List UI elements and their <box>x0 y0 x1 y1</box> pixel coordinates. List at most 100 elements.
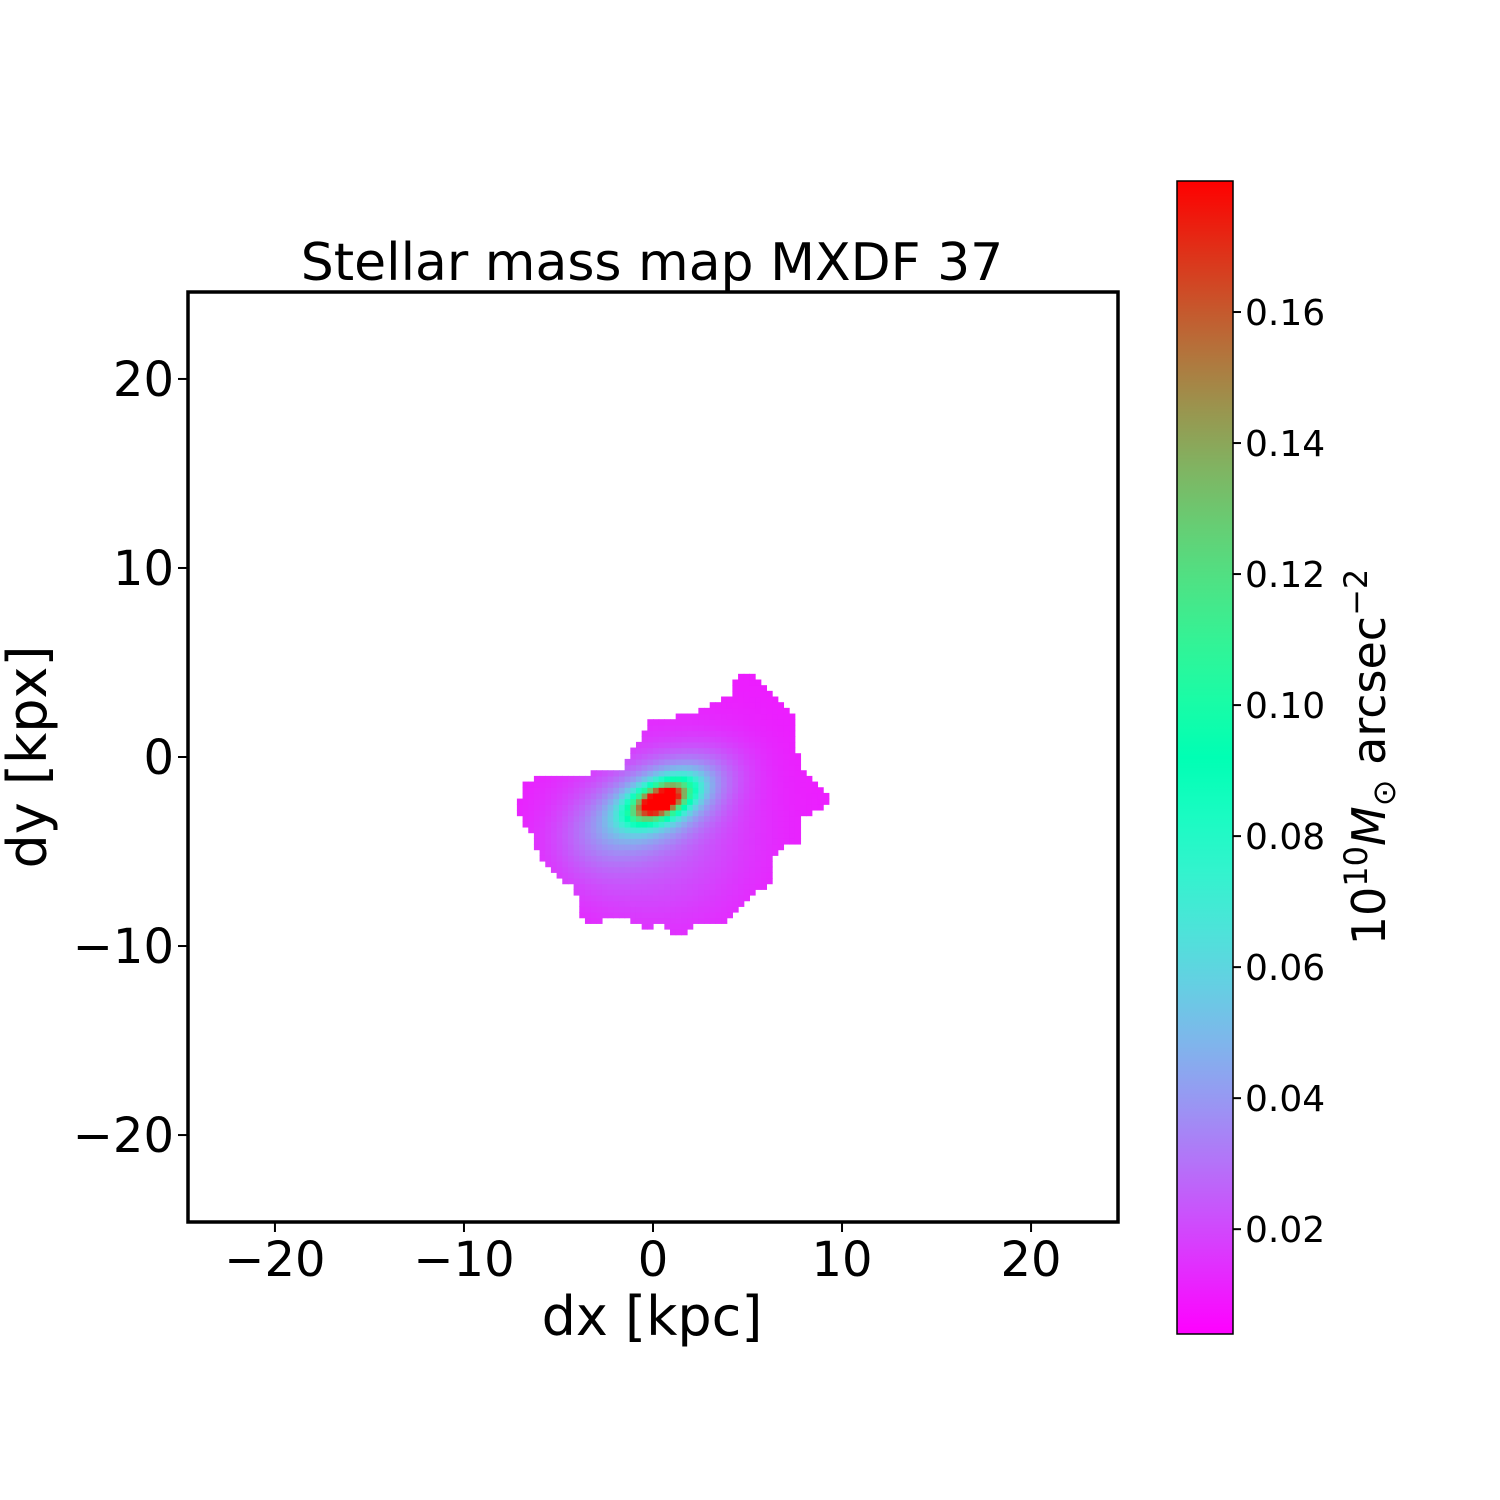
heatmap-cell <box>647 855 654 862</box>
heatmap-cell <box>675 798 682 805</box>
heatmap-cell <box>738 866 745 873</box>
heatmap-cell <box>783 719 790 726</box>
heatmap-cell <box>528 792 535 800</box>
heatmap-cell <box>704 809 711 817</box>
heatmap-cell <box>601 912 609 919</box>
heatmap-cell <box>743 860 751 868</box>
heatmap-cell <box>766 832 773 839</box>
heatmap-cell <box>709 855 716 862</box>
heatmap-cell <box>522 787 529 794</box>
heatmap-cell <box>573 889 580 896</box>
heatmap-cell <box>567 792 575 800</box>
heatmap-cell <box>692 843 699 851</box>
heatmap-cell <box>533 792 541 800</box>
heatmap-cell <box>647 906 654 913</box>
heatmap-cell <box>726 741 733 749</box>
heatmap-cell <box>630 753 637 760</box>
heatmap-cell <box>715 758 722 766</box>
heatmap-cell <box>760 877 768 885</box>
heatmap-cell <box>783 724 790 732</box>
heatmap-cell <box>562 775 569 783</box>
heatmap-cell <box>772 787 779 794</box>
heatmap-cell <box>709 770 716 777</box>
heatmap-cell <box>584 917 592 924</box>
heatmap-cell <box>647 809 654 817</box>
heatmap-cell <box>749 741 756 749</box>
heatmap-cell <box>738 775 745 783</box>
colorbar-tick-label: 0.06 <box>1245 948 1325 989</box>
heatmap-cell <box>743 872 751 879</box>
heatmap-cell <box>556 849 563 856</box>
heatmap-cell <box>749 753 756 760</box>
heatmap-cell <box>738 860 745 868</box>
heatmap-cell <box>579 798 586 805</box>
heatmap-cell <box>556 826 563 834</box>
heatmap-cell <box>789 809 796 817</box>
heatmap-cell <box>789 764 796 771</box>
heatmap-cell <box>698 724 705 732</box>
heatmap-cell <box>624 770 631 777</box>
heatmap-cell <box>579 860 586 868</box>
heatmap-cell <box>692 889 699 896</box>
heatmap-cell <box>670 894 677 902</box>
heatmap-cell <box>715 775 722 783</box>
heatmap-cell <box>726 764 733 771</box>
heatmap-cell <box>624 758 631 766</box>
heatmap-cell <box>743 838 751 845</box>
heatmap-cell <box>562 872 569 879</box>
heatmap-cell <box>670 923 677 930</box>
heatmap-cell <box>681 872 688 879</box>
heatmap-cell <box>715 906 722 913</box>
heatmap-cell <box>596 815 603 822</box>
heatmap-cell <box>545 781 552 788</box>
heatmap-cell <box>766 849 773 856</box>
heatmap-cell <box>670 758 677 766</box>
heatmap-cell <box>704 889 711 896</box>
heatmap-cell <box>675 770 682 777</box>
heatmap-cell <box>584 855 592 862</box>
heatmap-cell <box>704 753 711 760</box>
heatmap-cell <box>709 866 716 873</box>
heatmap-cell <box>607 809 614 817</box>
heatmap-cell <box>726 758 733 766</box>
heatmap-cell <box>607 855 614 862</box>
heatmap-cell <box>760 747 768 754</box>
heatmap-cell <box>573 860 580 868</box>
heatmap-cell <box>624 775 631 783</box>
heatmap-cell <box>726 821 733 828</box>
heatmap-cell <box>658 877 665 885</box>
heatmap-cell <box>670 832 677 839</box>
heatmap-cell <box>664 770 671 777</box>
heatmap-cell <box>755 838 762 845</box>
heatmap-cell <box>743 753 751 760</box>
heatmap-cell <box>698 713 705 720</box>
heatmap-cell <box>590 787 597 794</box>
heatmap-cell <box>698 838 705 845</box>
heatmap-cell <box>806 798 813 805</box>
heatmap-cell <box>698 764 705 771</box>
heatmap-cell <box>539 832 546 839</box>
heatmap-cell <box>670 781 677 788</box>
heatmap-cell <box>579 804 586 811</box>
heatmap-cell <box>607 787 614 794</box>
heatmap-cell <box>789 747 796 754</box>
heatmap-cell <box>545 792 552 800</box>
heatmap-cell <box>567 866 575 873</box>
x-tick-label: −20 <box>224 1232 325 1288</box>
heatmap-cell <box>749 775 756 783</box>
heatmap-cell <box>658 730 665 737</box>
heatmap-cell <box>590 804 597 811</box>
heatmap-cell <box>647 866 654 873</box>
heatmap-cell <box>783 832 790 839</box>
heatmap-cell <box>749 792 756 800</box>
heatmap-cell <box>772 741 779 749</box>
heatmap-cell <box>715 770 722 777</box>
heatmap-cell <box>738 883 745 890</box>
heatmap-cell <box>613 866 620 873</box>
heatmap-cell <box>687 900 694 907</box>
heatmap-cell <box>624 855 631 862</box>
heatmap-cell <box>584 792 592 800</box>
heatmap-cell <box>732 798 739 805</box>
heatmap-cell <box>647 724 654 732</box>
heatmap-cell <box>721 707 728 715</box>
